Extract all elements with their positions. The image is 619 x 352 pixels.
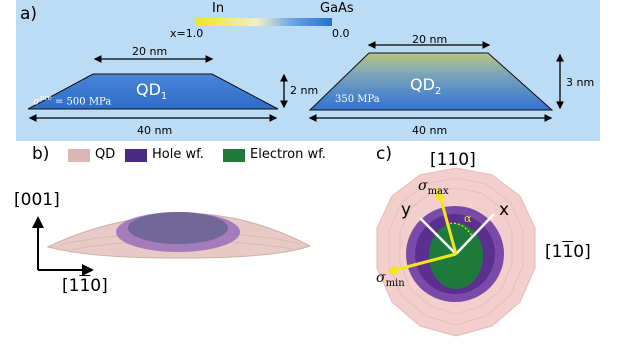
y-axis-label: y [401, 200, 412, 220]
colorbar-right-label: GaAs [320, 1, 354, 16]
composition-colorbar [196, 18, 332, 26]
axis-1-10-label-c: [110] [545, 242, 591, 262]
axis-110-label: [110] [430, 150, 476, 170]
legend-label-hole: Hole wf. [152, 147, 204, 162]
x-axis-line [455, 213, 495, 255]
sigma-min-label: σmin [376, 270, 405, 289]
qd1-label: QD1 [136, 80, 168, 103]
legend-swatch-qd [68, 149, 90, 162]
axis-001-label: [001] [14, 190, 60, 210]
qd2-stress: 350 MPa [335, 94, 380, 105]
sigma-min-arrow [394, 252, 457, 272]
colorbar-right-value: 0.0 [332, 27, 350, 40]
panel-a-label: a) [20, 4, 38, 24]
qd2-shape [308, 52, 554, 111]
qd1-height: 2 nm [290, 84, 319, 97]
legend-label-qd: QD [95, 147, 116, 162]
qd1-stress: σpre = 500 MPa [33, 94, 112, 108]
hole-wavefunction [116, 212, 240, 252]
x-axis-label: x [499, 200, 510, 220]
sigma-max-arrow [438, 195, 458, 255]
qd2-bottom-width: 40 nm [412, 124, 448, 137]
sigma-max-label: σmax [418, 178, 449, 197]
legend-swatch-hole [125, 149, 147, 162]
axis-1-10-label: [110] [62, 276, 108, 296]
legend-swatch-electron [223, 149, 245, 162]
panel-b-label: b) [32, 144, 50, 164]
qd2-top-width: 20 nm [412, 33, 448, 46]
qd1-bottom-width: 40 nm [137, 124, 173, 137]
alpha-label: α [464, 212, 472, 225]
colorbar-left-label: In [212, 1, 225, 16]
y-axis-line [419, 217, 457, 255]
qd1-top-width: 20 nm [132, 45, 168, 58]
legend-label-electron: Electron wf. [250, 147, 326, 162]
qd1-shape [27, 73, 279, 110]
panel-c-label: c) [376, 144, 392, 164]
qd2-height: 3 nm [566, 76, 595, 89]
colorbar-left-value: x=1.0 [170, 27, 204, 40]
qd2-label: QD2 [410, 75, 442, 98]
